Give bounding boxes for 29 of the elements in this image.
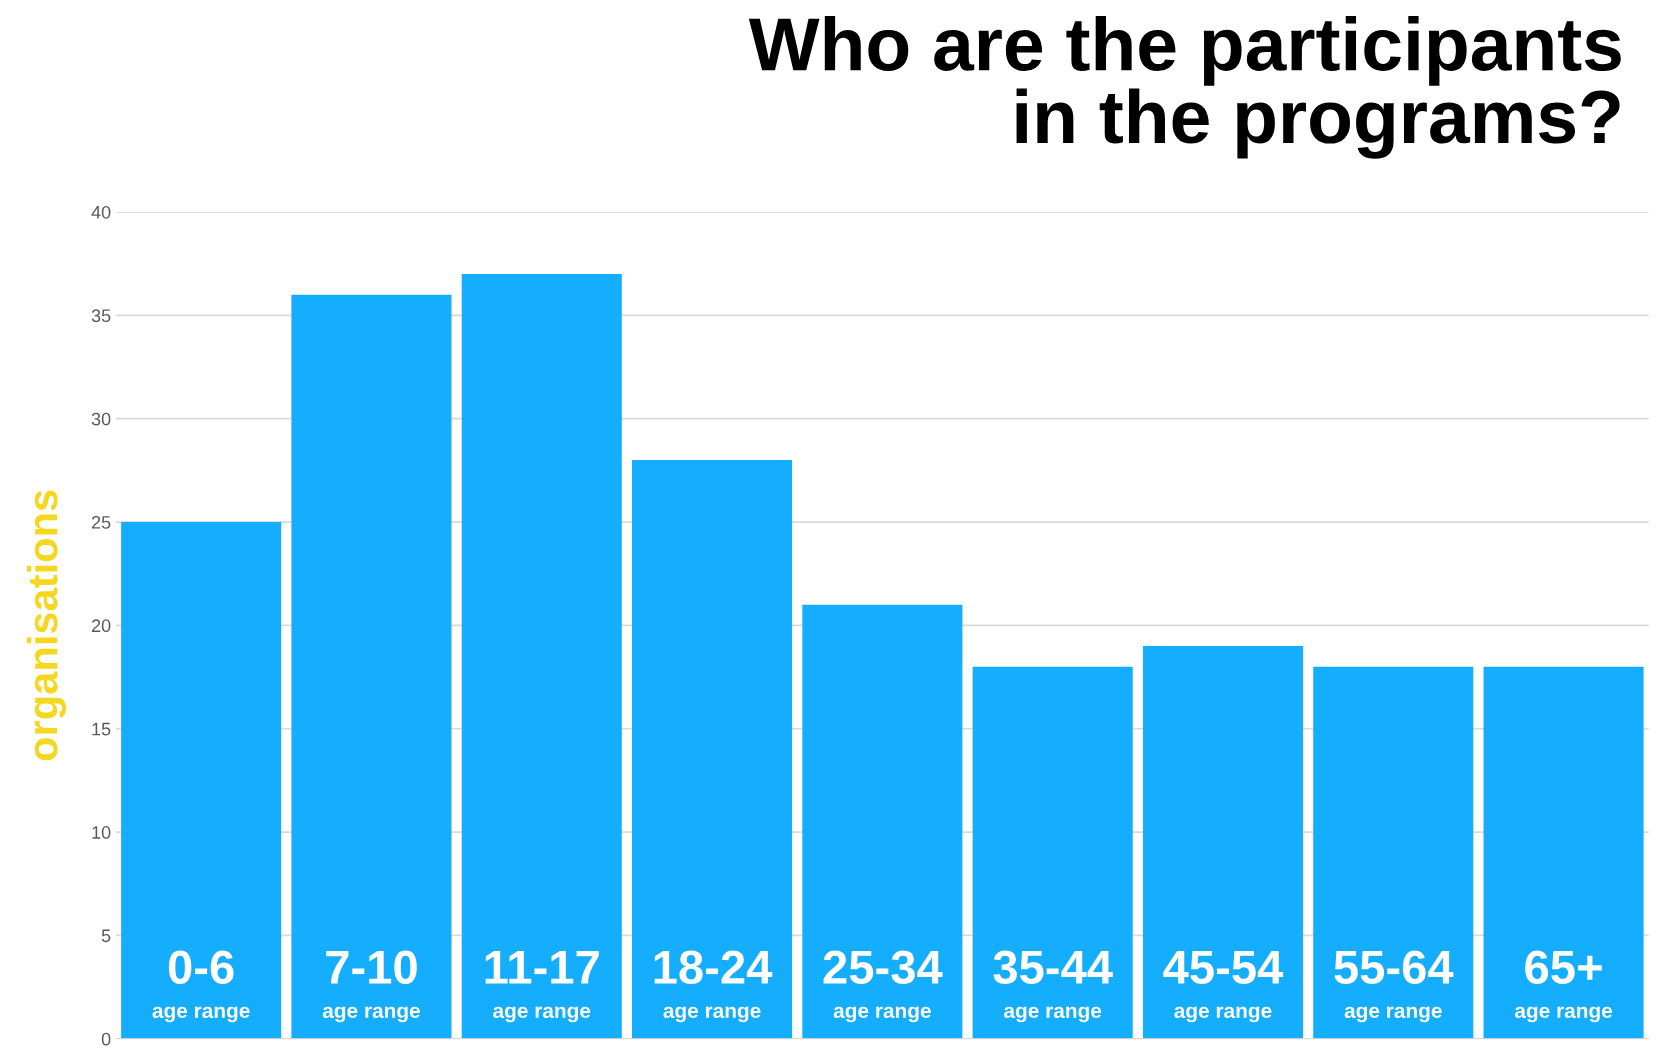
- bar: [802, 604, 963, 1039]
- y-tick-label: 25: [91, 515, 111, 529]
- bar: [121, 522, 282, 1039]
- x-tick-label: 45-54 age range: [1163, 951, 1284, 1023]
- y-tick-label: 30: [91, 412, 111, 426]
- bar: [1483, 666, 1644, 1039]
- x-tick-label: 11-17 age range: [485, 951, 599, 1023]
- bar: [1313, 666, 1474, 1039]
- y-tick-label: 10: [92, 826, 111, 839]
- bar: [461, 274, 622, 1039]
- bar: [1142, 646, 1303, 1039]
- chart-title: Who are the participants in the programs?: [748, 15, 1621, 159]
- x-tick-label: 18-24 age range: [654, 950, 773, 1023]
- y-tick-label: 20: [91, 619, 111, 633]
- bar: [291, 294, 452, 1039]
- x-tick-label: 55-64 age range: [1334, 950, 1454, 1023]
- bar: [972, 666, 1133, 1039]
- bar: [632, 460, 793, 1039]
- y-tick-label: 35: [91, 309, 111, 323]
- y-tick-label: 0: [101, 1032, 111, 1046]
- x-tick-label: 65+ age range: [1514, 950, 1613, 1023]
- x-tick-label: 35-44 age range: [993, 950, 1113, 1023]
- y-tick-label: 15: [92, 722, 111, 736]
- x-tick-label: 7-10 age range: [322, 950, 420, 1023]
- y-axis-title: organisations: [27, 490, 67, 761]
- y-tick-label: 40: [91, 205, 111, 219]
- x-tick-label: 25-34 age range: [823, 950, 943, 1023]
- y-tick-label: 5: [101, 929, 111, 943]
- x-tick-label: 0-6 age range: [152, 950, 250, 1023]
